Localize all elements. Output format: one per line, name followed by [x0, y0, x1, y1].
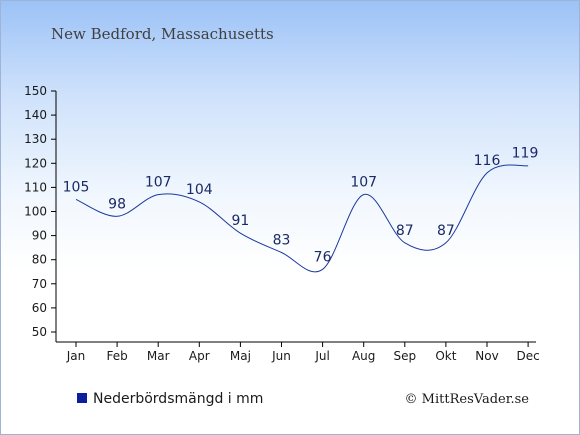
- data-label: 87: [396, 223, 414, 239]
- x-tick-label: Maj: [230, 349, 251, 363]
- data-label: 91: [231, 213, 249, 229]
- x-tick-label: Aug: [352, 349, 375, 363]
- data-label: 98: [108, 196, 126, 212]
- y-tick-label: 80: [32, 253, 47, 267]
- x-tick-label: Okt: [435, 349, 456, 363]
- x-tick-label: Dec: [516, 349, 539, 363]
- y-tick-label: 150: [24, 84, 47, 98]
- legend-swatch: [77, 393, 87, 403]
- x-tick-label: Nov: [475, 349, 498, 363]
- y-tick-label: 120: [24, 156, 47, 170]
- x-tick-label: Apr: [189, 349, 210, 363]
- x-axis: Jan Feb Mar Apr Maj Jun Jul Aug Sep Okt Nov Dec: [56, 341, 540, 363]
- series-line: [75, 164, 529, 273]
- data-label: 105: [63, 179, 90, 195]
- y-tick-label: 140: [24, 108, 47, 122]
- y-tick-label: 60: [32, 301, 47, 315]
- y-tick-label: 110: [24, 180, 47, 194]
- x-tick-label: Mar: [147, 349, 170, 363]
- data-label: 116: [474, 153, 501, 169]
- chart-title: New Bedford, Massachusetts: [51, 25, 274, 43]
- x-tick-label: Jul: [314, 349, 329, 363]
- data-label: 87: [437, 223, 455, 239]
- y-axis: 50 60 70 80 90 100 110 120 130 140 150: [24, 84, 57, 342]
- y-tick-label: 90: [32, 229, 47, 243]
- data-label: 107: [350, 175, 377, 191]
- copyright-text: © MittResVader.se: [405, 392, 530, 407]
- legend-label: Nederbördsmängd i mm: [93, 391, 263, 407]
- x-tick-label: Feb: [106, 349, 127, 363]
- y-tick-label: 100: [24, 205, 47, 219]
- data-label: 107: [145, 175, 172, 191]
- x-tick-label: Jan: [66, 349, 86, 363]
- data-label: 104: [186, 182, 213, 198]
- data-label: 76: [314, 249, 332, 265]
- data-label: 119: [512, 146, 539, 162]
- x-tick-label: Sep: [393, 349, 416, 363]
- y-tick-label: 50: [32, 325, 47, 339]
- y-tick-label: 70: [32, 277, 47, 291]
- y-tick-label: 130: [24, 132, 47, 146]
- data-label: 83: [273, 232, 291, 248]
- data-labels: 105 98 107 104 91 83 76 107 87 87 116 119: [63, 146, 539, 266]
- x-tick-label: Jun: [271, 349, 291, 363]
